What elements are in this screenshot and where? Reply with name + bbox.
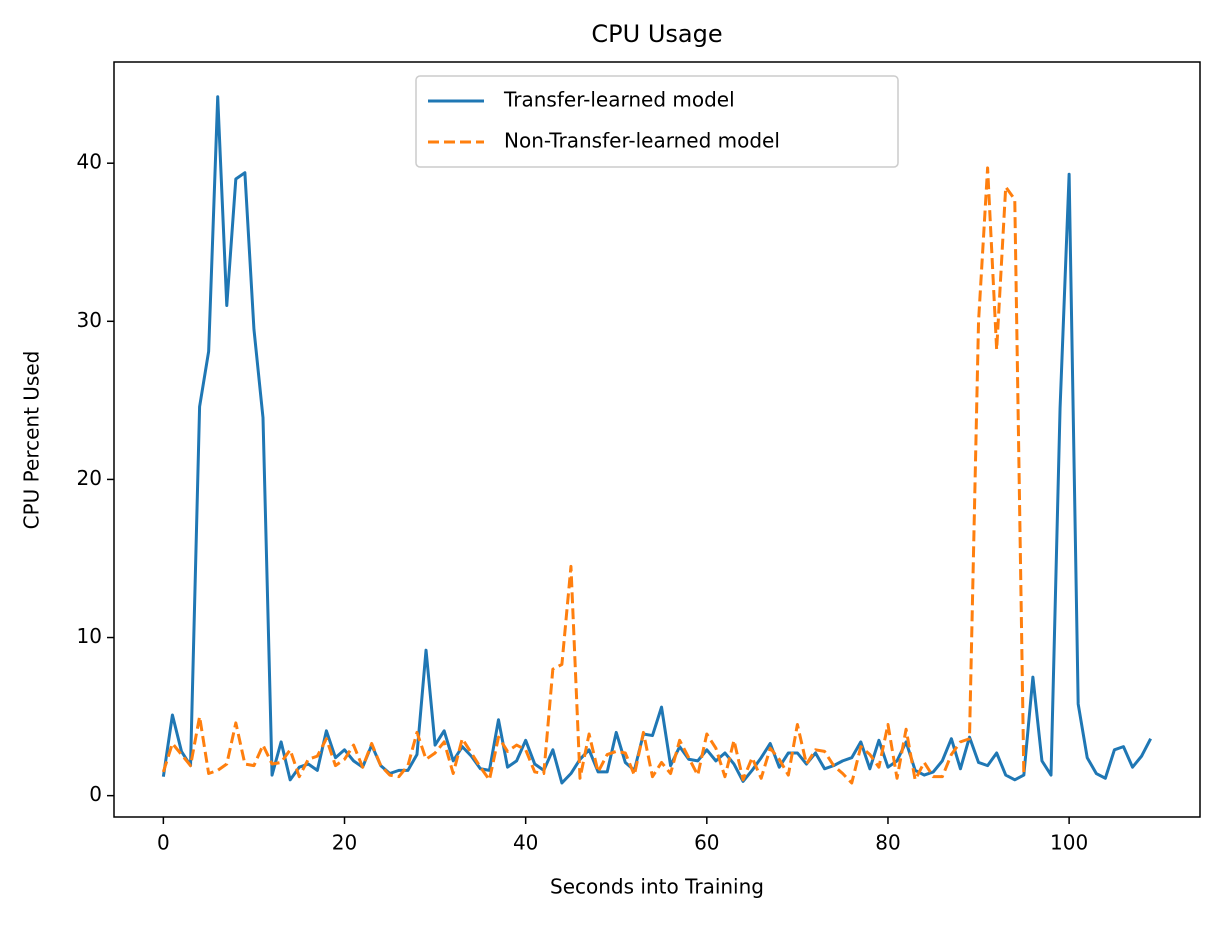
- data-line: [161, 166, 1026, 785]
- y-tick-label: 10: [77, 624, 102, 648]
- legend-box: [415, 75, 899, 168]
- data-line: [161, 95, 1152, 785]
- x-tick-label: 40: [513, 831, 538, 855]
- y-axis-label: CPU Percent Used: [20, 351, 44, 530]
- x-axis-label: Seconds into Training: [550, 875, 764, 899]
- chart-title: CPU Usage: [591, 20, 722, 48]
- x-tick-label: 0: [157, 831, 170, 855]
- x-tick-label: 60: [694, 831, 719, 855]
- y-tick-label: 20: [77, 466, 102, 490]
- y-tick-label: 40: [77, 150, 102, 174]
- x-tick-label: 80: [875, 831, 900, 855]
- legend-label: Transfer-learned model: [503, 88, 735, 112]
- y-tick-label: 30: [77, 308, 102, 332]
- y-tick-label: 0: [89, 782, 102, 806]
- legend-label: Non-Transfer-learned model: [504, 129, 780, 153]
- x-tick-label: 20: [332, 831, 357, 855]
- plot-frame: [113, 61, 1201, 818]
- x-tick-label: 100: [1050, 831, 1088, 855]
